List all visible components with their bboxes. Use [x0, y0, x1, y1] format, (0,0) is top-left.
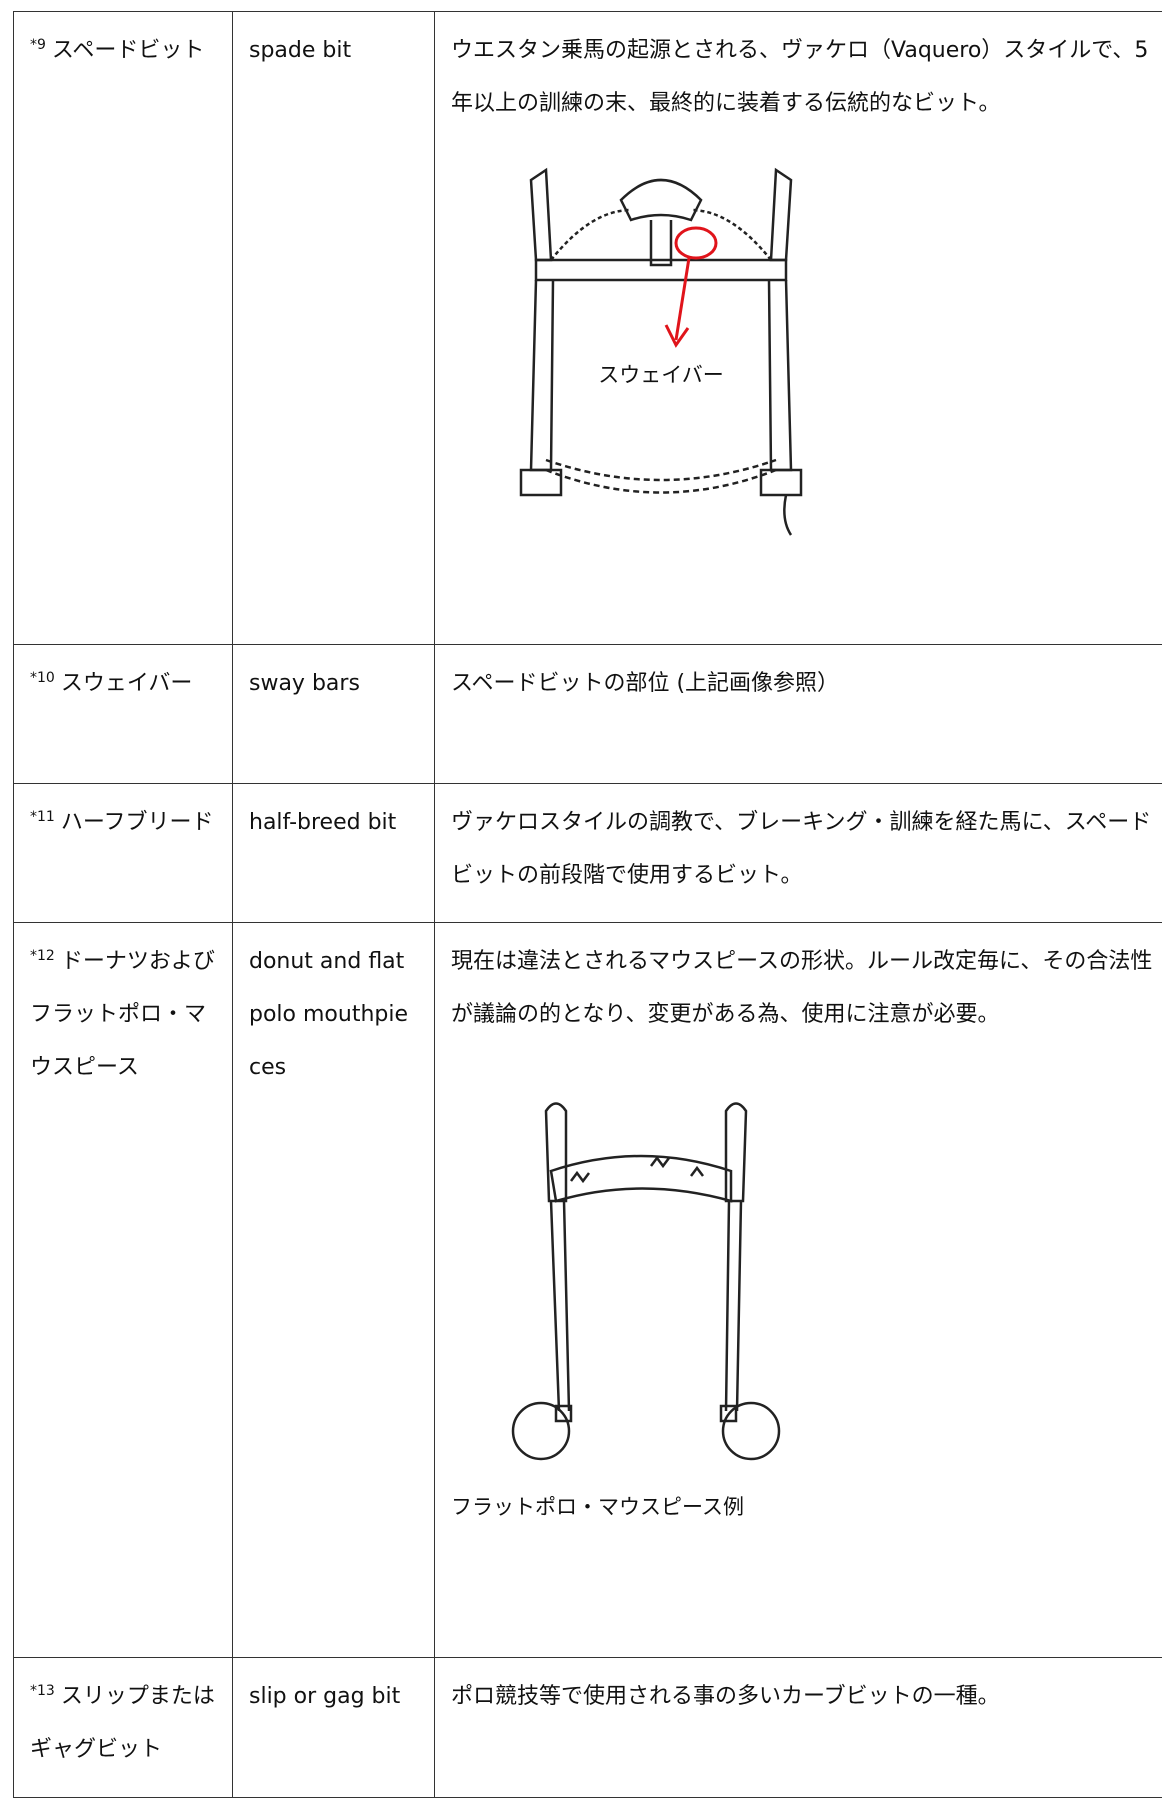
term-cell: *11 ハーフブリード — [14, 784, 233, 923]
table-row: *9 スペードビット spade bit ウエスタン乗馬の起源とされる、ヴァケロ（… — [14, 12, 1162, 645]
english-cell: slip or gag bit — [233, 1658, 435, 1798]
note-number: *9 — [30, 37, 46, 53]
note-number: *10 — [30, 670, 55, 686]
note-number: *11 — [30, 809, 55, 825]
description-cell: ポロ競技等で使用される事の多いカーブビットの一種。 — [435, 1658, 1162, 1798]
english-cell: donut and flat polo mouthpieces — [233, 923, 435, 1658]
description: ウエスタン乗馬の起源とされる、ヴァケロ（Vaquero）スタイルで、5 年以上の… — [451, 24, 1156, 130]
figure-caption: フラットポロ・マウスピース例 — [451, 1481, 1156, 1534]
flat-polo-illustration — [471, 1081, 811, 1461]
description: 現在は違法とされるマウスピースの形状。ルール改定毎に、その合法性が議論の的となり… — [451, 935, 1156, 1041]
description: ポロ競技等で使用される事の多いカーブビットの一種。 — [451, 1670, 1156, 1723]
figure-label: スウェイバー — [598, 363, 724, 387]
term-cell: *10 スウェイバー — [14, 645, 233, 784]
english: sway bars — [249, 671, 360, 696]
term: ドーナツおよびフラットポロ・マウスピース — [30, 949, 215, 1080]
description-cell: 現在は違法とされるマウスピースの形状。ルール改定毎に、その合法性が議論の的となり… — [435, 923, 1162, 1658]
english: spade bit — [249, 38, 351, 63]
term: ハーフブリード — [61, 810, 214, 835]
spade-bit-illustration: スウェイバー — [491, 150, 831, 540]
note-number: *13 — [30, 1683, 55, 1699]
description-cell: ヴァケロスタイルの調教で、ブレーキング・訓練を経た馬に、スペードビットの前段階で… — [435, 784, 1162, 923]
english: slip or gag bit — [249, 1684, 400, 1709]
description: スペードビットの部位 (上記画像参照） — [451, 657, 1156, 710]
english-cell: spade bit — [233, 12, 435, 645]
term-cell: *9 スペードビット — [14, 12, 233, 645]
description-cell: ウエスタン乗馬の起源とされる、ヴァケロ（Vaquero）スタイルで、5 年以上の… — [435, 12, 1162, 645]
page: *9 スペードビット spade bit ウエスタン乗馬の起源とされる、ヴァケロ（… — [0, 0, 1162, 1742]
english: donut and flat polo mouthpieces — [249, 949, 408, 1080]
term: スウェイバー — [61, 671, 193, 696]
glossary-table: *9 スペードビット spade bit ウエスタン乗馬の起源とされる、ヴァケロ（… — [13, 11, 1162, 1798]
english: half-breed bit — [249, 810, 396, 835]
table-row: *10 スウェイバー sway bars スペードビットの部位 (上記画像参照） — [14, 645, 1162, 784]
term: スリップまたはギャグビット — [30, 1684, 215, 1762]
description: ヴァケロスタイルの調教で、ブレーキング・訓練を経た馬に、スペードビットの前段階で… — [451, 796, 1156, 902]
english-cell: sway bars — [233, 645, 435, 784]
description-cell: スペードビットの部位 (上記画像参照） — [435, 645, 1162, 784]
table-row: *11 ハーフブリード half-breed bit ヴァケロスタイルの調教で、ブ… — [14, 784, 1162, 923]
term: スペードビット — [52, 38, 204, 63]
note-number: *12 — [30, 948, 55, 964]
english-cell: half-breed bit — [233, 784, 435, 923]
